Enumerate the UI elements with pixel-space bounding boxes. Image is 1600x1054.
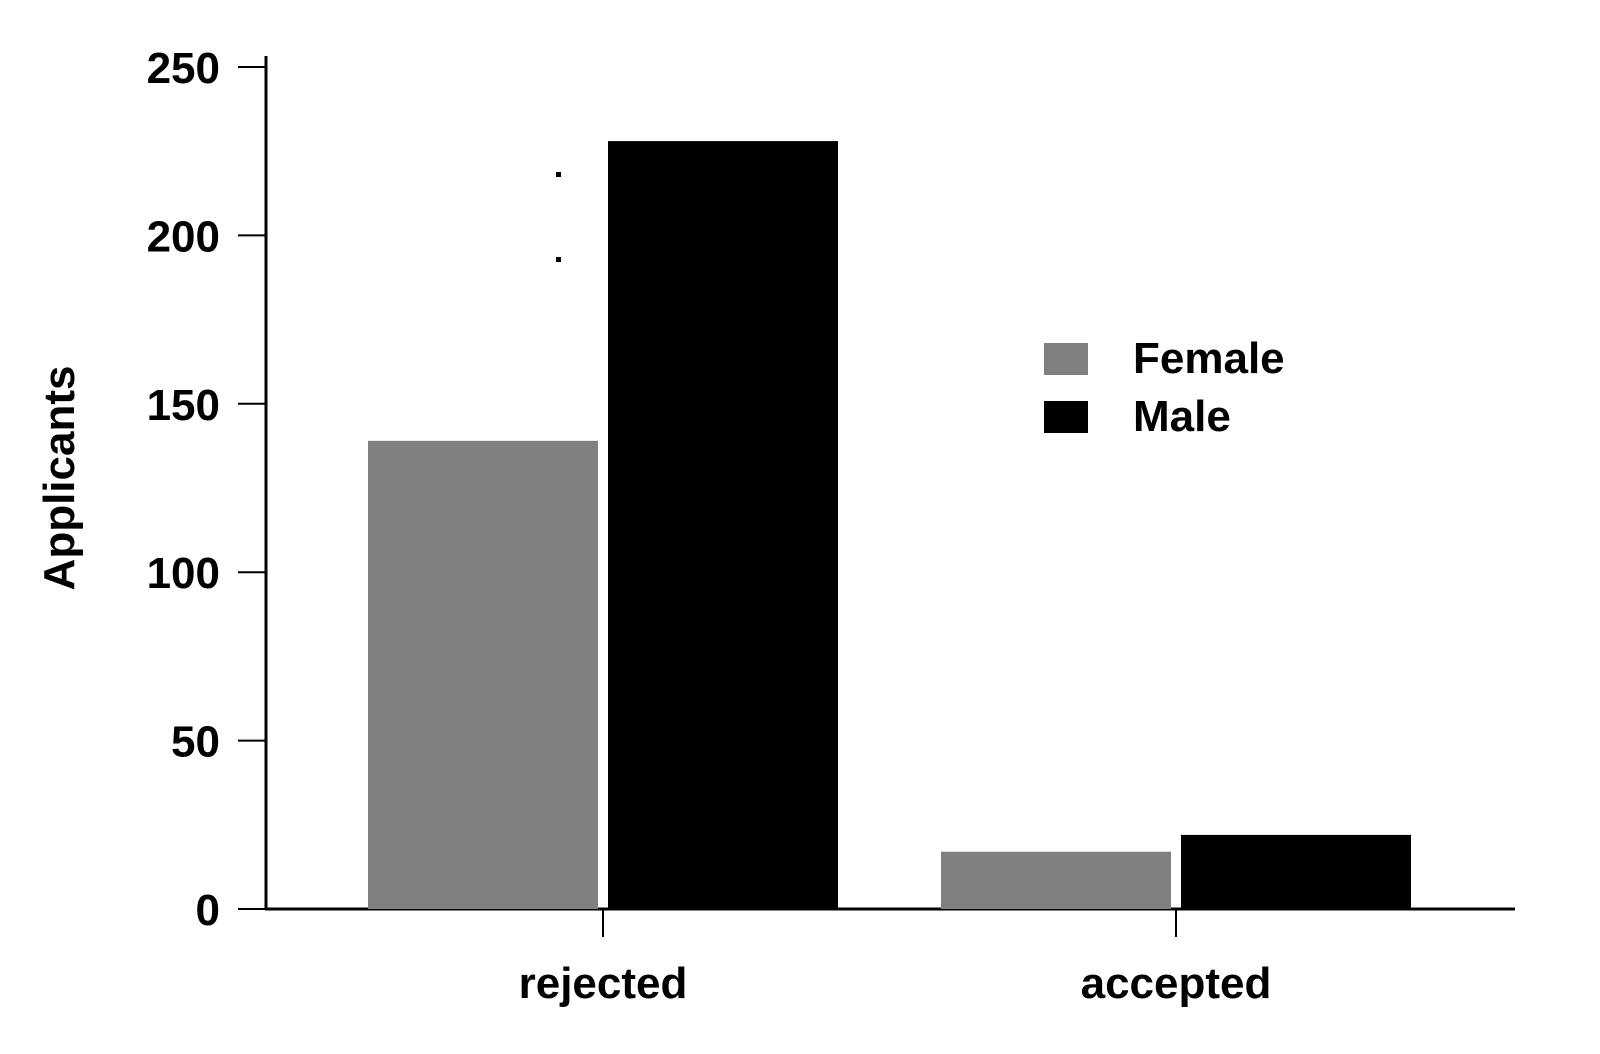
y-tick-label: 0	[196, 886, 220, 935]
stray-mark	[556, 257, 561, 262]
x-tick-label-accepted: accepted	[1081, 959, 1272, 1008]
legend-label-female: Female	[1133, 334, 1285, 383]
bar-male-rejected	[608, 141, 838, 909]
y-tick-label: 50	[171, 718, 220, 767]
bar-female-accepted	[941, 851, 1171, 909]
x-axis: rejected accepted	[265, 907, 1515, 1008]
y-tick-label: 100	[147, 549, 220, 598]
y-tick-label: 200	[147, 212, 220, 261]
y-axis-title: Applicants	[35, 366, 84, 591]
stray-mark	[556, 172, 561, 177]
legend: Female Male	[1044, 334, 1285, 441]
y-axis: 0 50 100 150 200 250	[147, 44, 268, 935]
legend-swatch-female	[1044, 343, 1088, 375]
x-tick-label-rejected: rejected	[519, 959, 688, 1008]
bar-female-rejected	[368, 440, 598, 909]
legend-label-male: Male	[1133, 392, 1231, 441]
y-tick-label: 150	[147, 381, 220, 430]
y-tick-label: 250	[147, 44, 220, 93]
legend-swatch-male	[1044, 401, 1088, 433]
bar-male-accepted	[1181, 834, 1411, 909]
bars	[368, 141, 1411, 909]
